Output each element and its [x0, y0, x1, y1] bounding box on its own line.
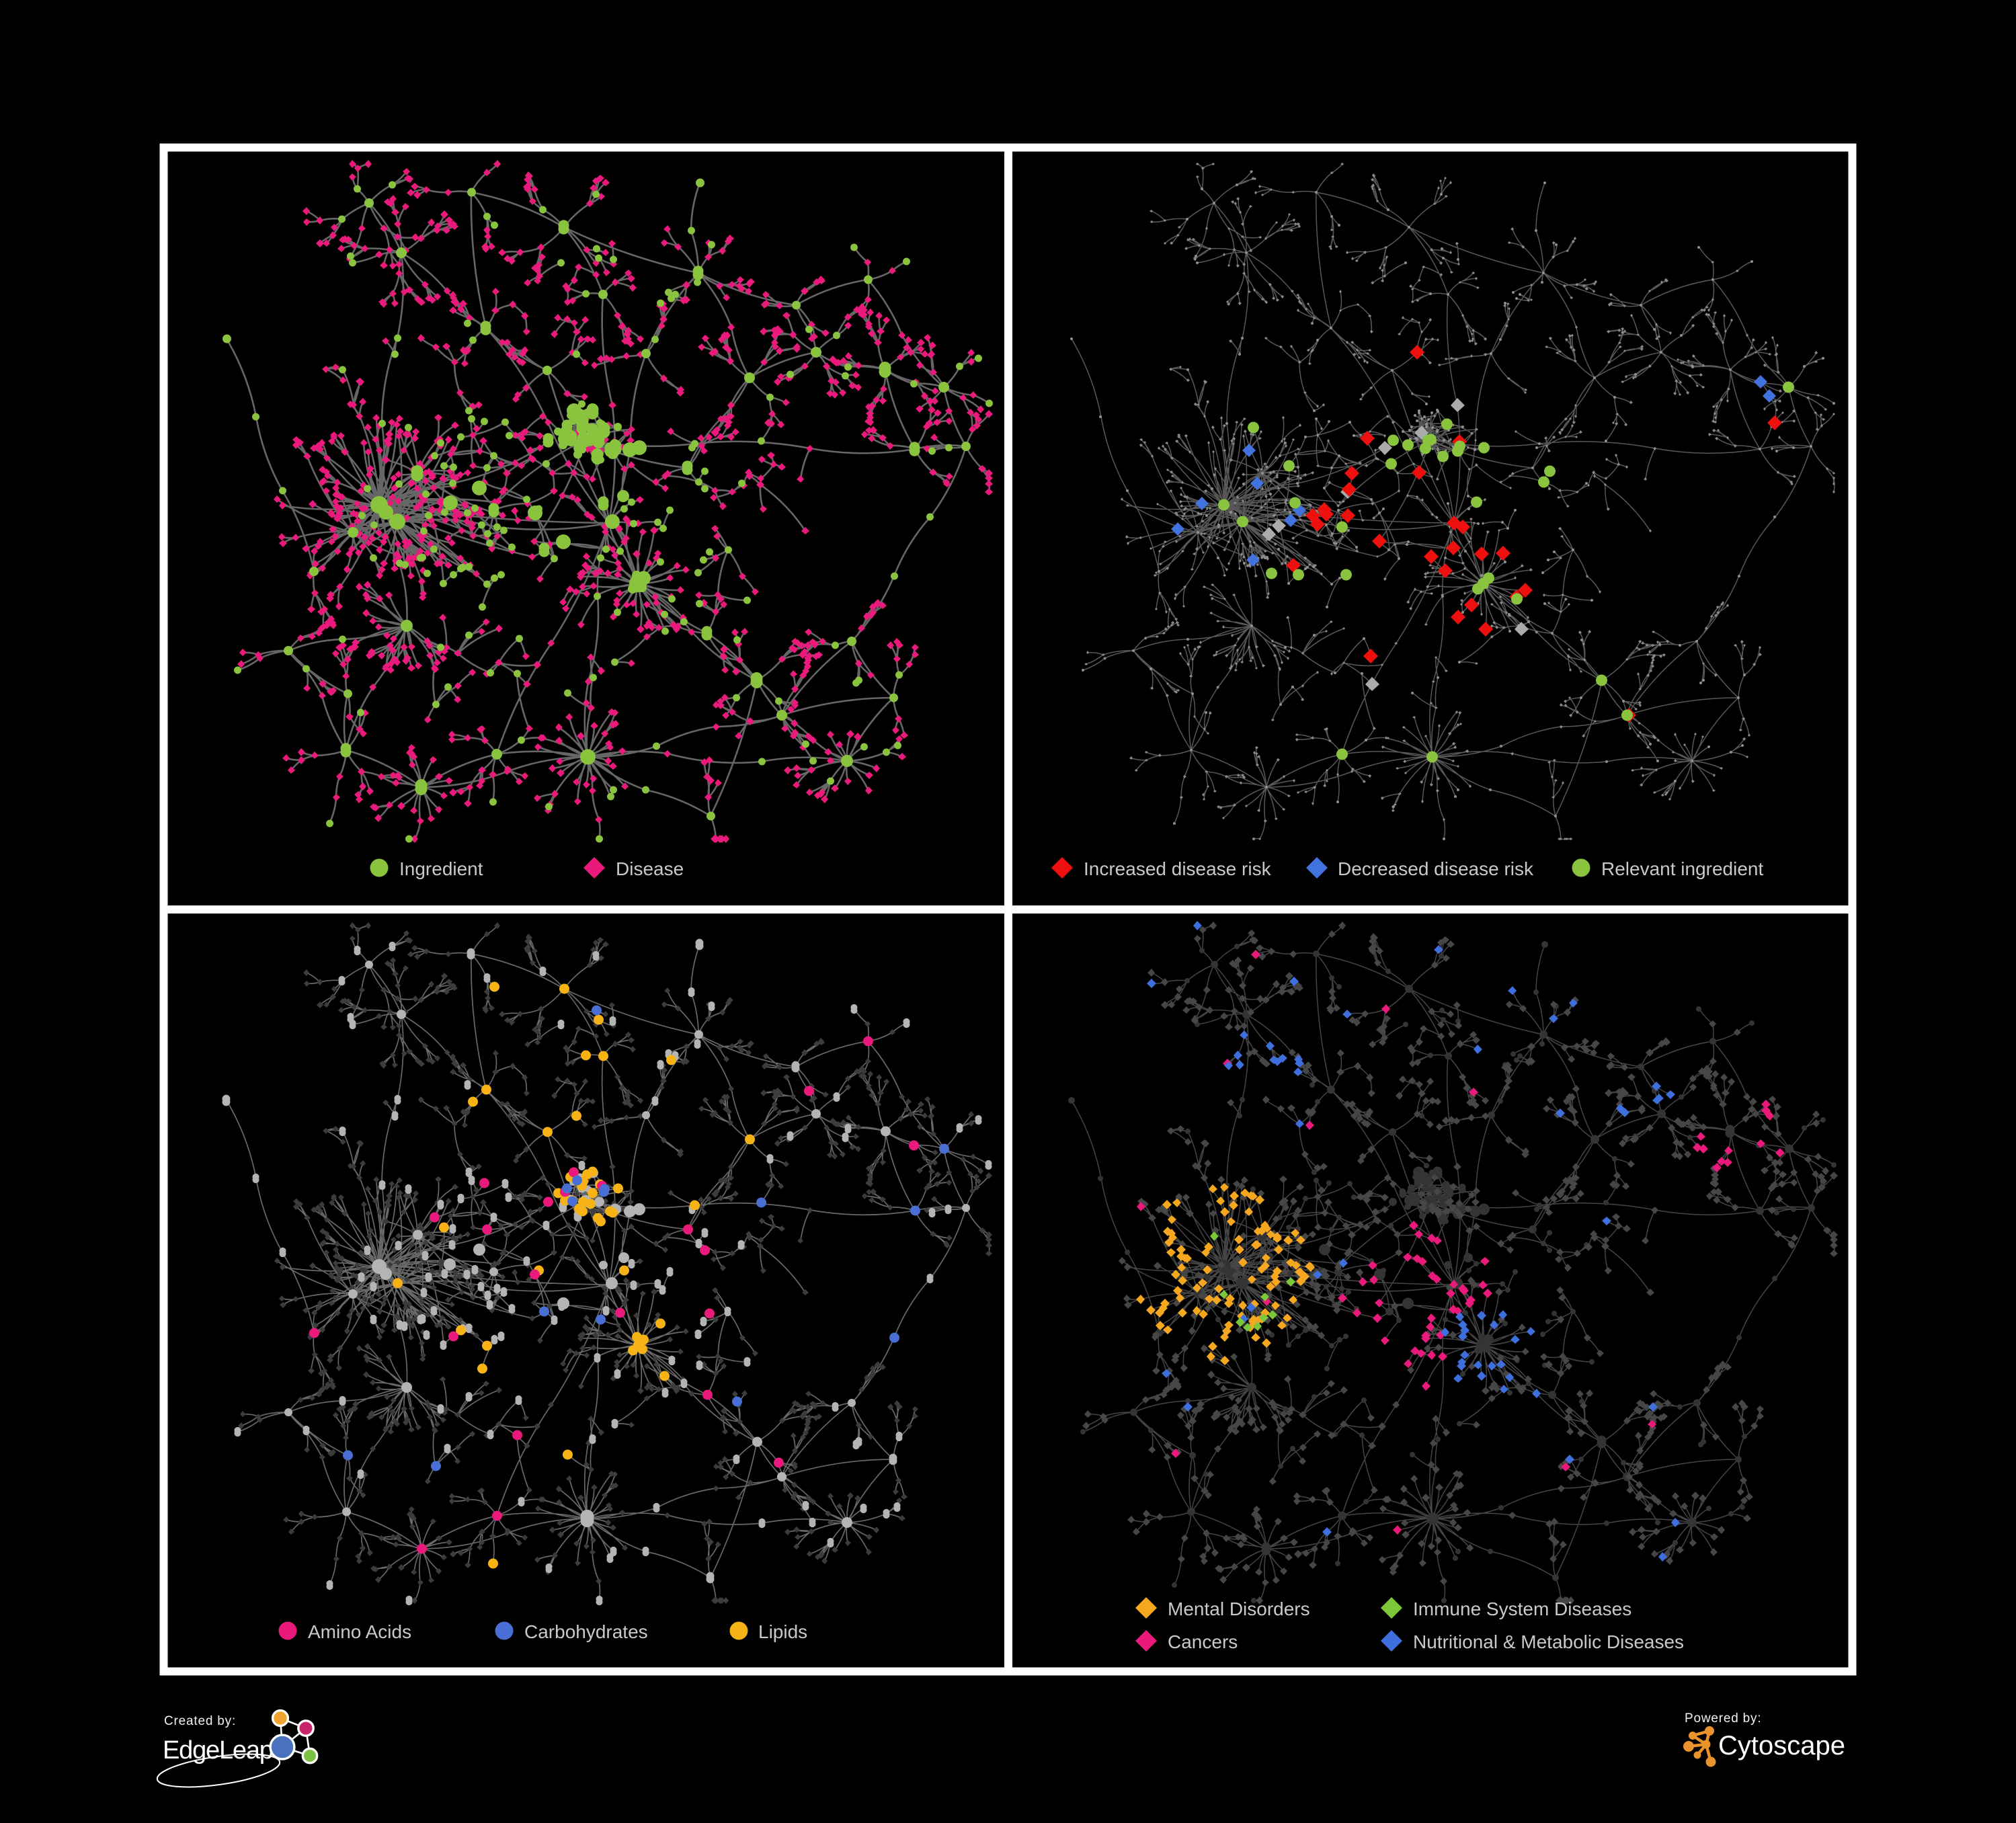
svg-text:Decreased disease risk: Decreased disease risk — [1338, 858, 1534, 879]
svg-text:Cytoscape: Cytoscape — [1718, 1731, 1845, 1760]
svg-text:EdgeLeap: EdgeLeap — [163, 1736, 273, 1765]
svg-text:Amino Acids: Amino Acids — [308, 1621, 411, 1642]
svg-text:Immune System Diseases: Immune System Diseases — [1413, 1598, 1631, 1619]
svg-text:Mental Disorders: Mental Disorders — [1168, 1598, 1310, 1619]
svg-text:Ingredient: Ingredient — [399, 858, 483, 879]
svg-text:Relevant ingredient: Relevant ingredient — [1601, 858, 1763, 879]
svg-text:Carbohydrates: Carbohydrates — [524, 1621, 648, 1642]
svg-text:Created by:: Created by: — [164, 1714, 236, 1728]
svg-text:Powered by:: Powered by: — [1685, 1711, 1761, 1726]
svg-text:Disease: Disease — [616, 858, 684, 879]
svg-text:Cancers: Cancers — [1168, 1631, 1238, 1652]
svg-text:Increased disease risk: Increased disease risk — [1084, 858, 1272, 879]
svg-text:Lipids: Lipids — [758, 1621, 807, 1642]
svg-text:Nutritional & Metabolic Diseas: Nutritional & Metabolic Diseases — [1413, 1631, 1684, 1652]
